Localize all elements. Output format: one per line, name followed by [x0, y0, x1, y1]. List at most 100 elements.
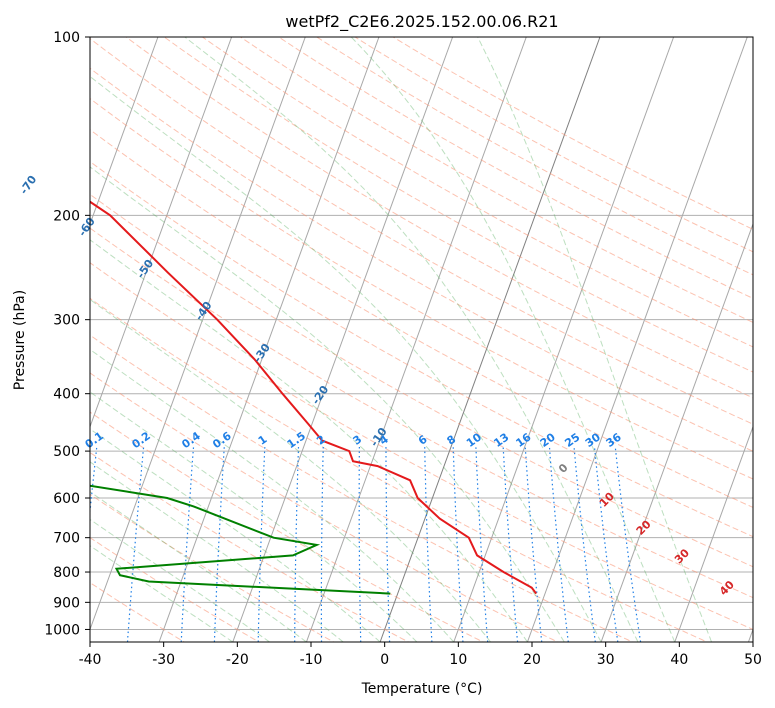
isotherm-line: [232, 37, 454, 642]
x-axis: -40 -30 -20 -10 0 10 20 30 40 50: [79, 642, 762, 668]
x-axis-label: Temperature (°C): [361, 681, 483, 697]
mixing-ratio-line: [90, 445, 98, 517]
y-tick-label: 200: [53, 208, 80, 224]
moist-adiabat-line: [350, 37, 676, 642]
dry-adiabat-line: [90, 537, 260, 642]
y-tick-label: 1000: [44, 622, 80, 638]
mixing-ratio-label: 16: [514, 430, 534, 450]
y-tick-label: 900: [53, 595, 80, 611]
moist-adiabat-line: [90, 239, 528, 642]
moist-adiabat-line: [90, 348, 455, 642]
isotherm-line: [379, 37, 601, 642]
dry-adiabat-label: -50: [134, 257, 156, 281]
mixing-ratio-line: [524, 445, 543, 642]
y-tick-label: 300: [53, 313, 80, 329]
dry-adiabat-line: [90, 493, 335, 642]
x-tick-label: 0: [380, 652, 389, 668]
x-tick-label: 50: [744, 652, 762, 668]
x-tick-label: 40: [670, 652, 688, 668]
dry-adiabat-line: [90, 411, 485, 642]
dry-adiabat-line: [90, 129, 753, 508]
x-tick-label: 20: [523, 652, 541, 668]
moist-adiabat-line: [90, 166, 565, 642]
mixing-ratio-label: 1: [256, 433, 270, 448]
mixing-ratio-line: [294, 445, 300, 642]
chart-title: wetPf2_C2E6.2025.152.00.06.R21: [285, 12, 558, 32]
dry-adiabat-line: [90, 582, 186, 642]
mixing-ratio-line: [257, 445, 266, 642]
dry-adiabat-label: -20: [309, 383, 331, 407]
mixing-ratio-line: [593, 445, 619, 642]
moist-adiabat-label: 40: [717, 578, 737, 598]
isotherm-line: [526, 37, 748, 642]
temperature-line: [90, 200, 537, 595]
mixing-ratio-label: 20: [538, 430, 558, 450]
isotherm-line: [674, 425, 753, 642]
dry-adiabat-line: [90, 67, 753, 452]
isotherm-line: [747, 627, 753, 642]
x-tick-label: 10: [449, 652, 467, 668]
dry-adiabat-line: [201, 37, 753, 348]
moist-adiabat-line: [90, 428, 381, 642]
moist-adiabat-line: [477, 37, 713, 642]
y-tick-label: 400: [53, 387, 80, 403]
mixing-ratio-label: 1.5: [285, 429, 308, 451]
mixing-ratio-label: 0.2: [129, 429, 152, 451]
mixing-ratio-line: [502, 445, 519, 642]
dry-adiabat-line: [90, 160, 753, 538]
grid-layer: [90, 36, 753, 630]
mixing-ratio-line: [573, 445, 596, 642]
y-axis: 100 200 300 400 500 600 700 800 900 1000: [44, 30, 90, 638]
dry-adiabat-label: -70: [17, 173, 39, 197]
mixing-ratio-line: [358, 445, 362, 642]
dewpoint-line: [90, 484, 391, 595]
moist-adiabat-lines: [90, 37, 713, 642]
dry-adiabat-line: [90, 334, 634, 642]
mixing-ratio-label: 10: [464, 430, 484, 450]
moist-adiabat-line: [90, 298, 491, 642]
moist-adiabat-label: 10: [597, 490, 617, 510]
isotherm-line: [305, 37, 527, 642]
mixing-ratio-label: 36: [604, 430, 624, 450]
dry-adiabat-line: [90, 297, 709, 642]
mixing-ratio-label: 0.6: [210, 429, 234, 451]
isotherm-lines: [90, 37, 753, 642]
dry-adiabat-line: [90, 193, 753, 568]
mixing-ratio-line: [320, 445, 324, 642]
moist-adiabat-label: 0: [556, 461, 571, 476]
profile-curves: [90, 200, 537, 595]
isotherm-line: [158, 37, 380, 642]
plot-area: [90, 37, 753, 642]
dry-adiabat-lines: [90, 37, 753, 642]
isotherm-line: [600, 222, 753, 642]
plot-frame: [89, 36, 754, 643]
mixing-ratio-line: [385, 445, 391, 642]
y-tick-label: 100: [53, 30, 80, 46]
moist-adiabat-line: [90, 461, 344, 642]
mixing-ratio-label: 8: [444, 433, 458, 448]
dry-adiabat-line: [90, 372, 559, 642]
x-tick-label: -30: [152, 652, 175, 668]
mixing-ratio-lines: [90, 445, 642, 642]
dry-adiabat-line: [239, 37, 753, 323]
dry-adiabat-line: [90, 451, 410, 642]
isotherm-line: [90, 37, 233, 429]
y-tick-label: 700: [53, 531, 80, 547]
isotherm-line: [90, 37, 306, 631]
mixing-ratio-label: 3: [350, 433, 364, 448]
mixing-ratio-label: 0.4: [179, 429, 203, 451]
moist-adiabat-line: [90, 391, 418, 642]
x-tick-label: -20: [226, 652, 249, 668]
mixing-ratio-line: [126, 445, 145, 642]
mixing-ratio-label: 0.1: [83, 429, 106, 451]
mixing-ratio-label: 2: [314, 433, 328, 448]
x-tick-label: -40: [79, 652, 102, 668]
mixing-ratio-label: 25: [562, 431, 582, 450]
y-tick-label: 500: [53, 444, 80, 460]
x-tick-label: -10: [300, 652, 323, 668]
moist-adiabat-label: 20: [634, 517, 654, 537]
y-axis-label: Pressure (hPa): [12, 290, 28, 390]
mixing-ratio-line: [475, 445, 489, 642]
mixing-ratio-line: [180, 445, 195, 642]
